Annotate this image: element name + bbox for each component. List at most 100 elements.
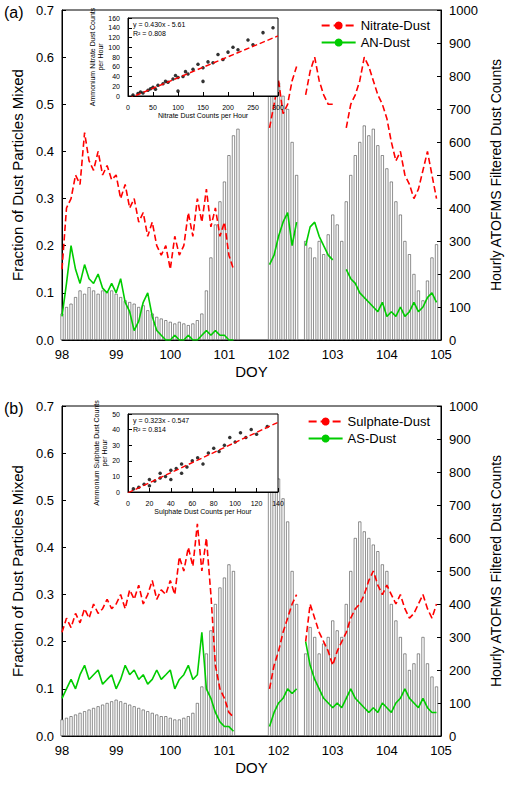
svg-text:0.7: 0.7 [36, 3, 54, 18]
svg-text:100: 100 [449, 696, 471, 711]
svg-text:1000: 1000 [449, 399, 478, 414]
svg-text:per Hour: per Hour [101, 439, 109, 467]
svg-text:500: 500 [449, 564, 471, 579]
svg-text:Ammonium Sulphate Dust Counts: Ammonium Sulphate Dust Counts [93, 400, 101, 506]
svg-text:0.1: 0.1 [36, 681, 54, 696]
svg-text:100: 100 [449, 300, 471, 315]
svg-text:50: 50 [112, 411, 120, 418]
svg-text:250: 250 [247, 104, 259, 111]
svg-text:50: 50 [149, 104, 157, 111]
svg-text:98: 98 [55, 743, 69, 758]
svg-text:y = 0.430x - 5.61: y = 0.430x - 5.61 [133, 21, 185, 29]
svg-text:40: 40 [112, 426, 120, 433]
svg-text:102: 102 [268, 347, 290, 362]
svg-text:DOY: DOY [235, 363, 268, 380]
svg-text:R² = 0.808: R² = 0.808 [133, 30, 166, 37]
svg-text:0: 0 [449, 729, 456, 744]
svg-text:y = 0.323x - 0.547: y = 0.323x - 0.547 [133, 417, 189, 425]
svg-text:105: 105 [430, 347, 452, 362]
svg-text:0.2: 0.2 [36, 634, 54, 649]
svg-text:103: 103 [322, 743, 344, 758]
svg-text:80: 80 [210, 500, 218, 507]
svg-text:Nitrate-Dust: Nitrate-Dust [361, 18, 431, 33]
svg-text:99: 99 [109, 743, 123, 758]
svg-text:800: 800 [449, 69, 471, 84]
svg-text:1000: 1000 [449, 3, 478, 18]
svg-text:20: 20 [112, 457, 120, 464]
svg-text:102: 102 [268, 743, 290, 758]
svg-text:300: 300 [449, 234, 471, 249]
svg-text:105: 105 [430, 743, 452, 758]
svg-text:Nitrate Dust Counts per Hour: Nitrate Dust Counts per Hour [158, 112, 249, 120]
svg-text:0.3: 0.3 [36, 191, 54, 206]
svg-text:0.6: 0.6 [36, 50, 54, 65]
svg-text:600: 600 [449, 531, 471, 546]
svg-text:150: 150 [197, 104, 209, 111]
svg-text:900: 900 [449, 36, 471, 51]
svg-text:AN-Dust: AN-Dust [361, 35, 411, 50]
svg-text:40: 40 [167, 500, 175, 507]
svg-text:20: 20 [112, 83, 120, 90]
svg-text:500: 500 [449, 168, 471, 183]
svg-text:60: 60 [188, 500, 196, 507]
svg-text:30: 30 [112, 442, 120, 449]
svg-text:101: 101 [214, 347, 236, 362]
svg-text:100: 100 [229, 500, 241, 507]
svg-text:99: 99 [109, 347, 123, 362]
svg-text:300: 300 [272, 104, 284, 111]
svg-text:Ammonium Nitrate Dust Counts: Ammonium Nitrate Dust Counts [89, 7, 96, 106]
svg-text:0.5: 0.5 [36, 97, 54, 112]
svg-text:104: 104 [376, 347, 398, 362]
svg-text:60: 60 [112, 63, 120, 70]
svg-text:400: 400 [449, 201, 471, 216]
svg-text:98: 98 [55, 347, 69, 362]
svg-text:900: 900 [449, 432, 471, 447]
svg-text:120: 120 [108, 34, 120, 41]
svg-text:104: 104 [376, 743, 398, 758]
svg-text:0.7: 0.7 [36, 399, 54, 414]
svg-text:0: 0 [116, 93, 120, 100]
svg-text:Sulphate-Dust: Sulphate-Dust [348, 414, 431, 429]
svg-text:700: 700 [449, 102, 471, 117]
svg-text:100: 100 [159, 347, 181, 362]
svg-text:R² = 0.814: R² = 0.814 [133, 426, 166, 433]
svg-text:200: 200 [222, 104, 234, 111]
svg-text:0: 0 [449, 333, 456, 348]
svg-text:DOY: DOY [235, 759, 268, 776]
svg-text:per Hour: per Hour [97, 43, 105, 71]
svg-text:0: 0 [126, 104, 130, 111]
svg-text:0.3: 0.3 [36, 587, 54, 602]
svg-text:20: 20 [146, 500, 154, 507]
svg-text:0.6: 0.6 [36, 446, 54, 461]
svg-text:103: 103 [322, 347, 344, 362]
svg-text:100: 100 [172, 104, 184, 111]
svg-text:0.5: 0.5 [36, 493, 54, 508]
svg-text:(b): (b) [4, 400, 24, 417]
svg-text:160: 160 [108, 15, 120, 22]
svg-text:0.0: 0.0 [36, 729, 54, 744]
svg-text:(a): (a) [4, 4, 24, 21]
svg-text:0.2: 0.2 [36, 238, 54, 253]
svg-text:400: 400 [449, 597, 471, 612]
svg-text:40: 40 [112, 73, 120, 80]
svg-text:101: 101 [214, 743, 236, 758]
svg-text:200: 200 [449, 267, 471, 282]
svg-text:0.4: 0.4 [36, 144, 54, 159]
svg-text:300: 300 [449, 630, 471, 645]
svg-text:Fraction of Dust Particles Mix: Fraction of Dust Particles Mixed [9, 465, 26, 677]
svg-text:0.1: 0.1 [36, 285, 54, 300]
svg-text:100: 100 [108, 44, 120, 51]
svg-text:120: 120 [251, 500, 263, 507]
svg-text:800: 800 [449, 465, 471, 480]
svg-text:Hourly ATOFMS Filtered Dust Co: Hourly ATOFMS Filtered Dust Counts [488, 59, 504, 291]
svg-text:AS-Dust: AS-Dust [348, 431, 397, 446]
svg-text:700: 700 [449, 498, 471, 513]
svg-text:100: 100 [159, 743, 181, 758]
svg-text:0.0: 0.0 [36, 333, 54, 348]
svg-text:200: 200 [449, 663, 471, 678]
svg-text:0: 0 [116, 489, 120, 496]
svg-text:140: 140 [108, 24, 120, 31]
svg-text:Hourly ATOFMS Filtered Dust Co: Hourly ATOFMS Filtered Dust Counts [488, 455, 504, 687]
svg-text:0: 0 [126, 500, 130, 507]
svg-text:140: 140 [272, 500, 284, 507]
